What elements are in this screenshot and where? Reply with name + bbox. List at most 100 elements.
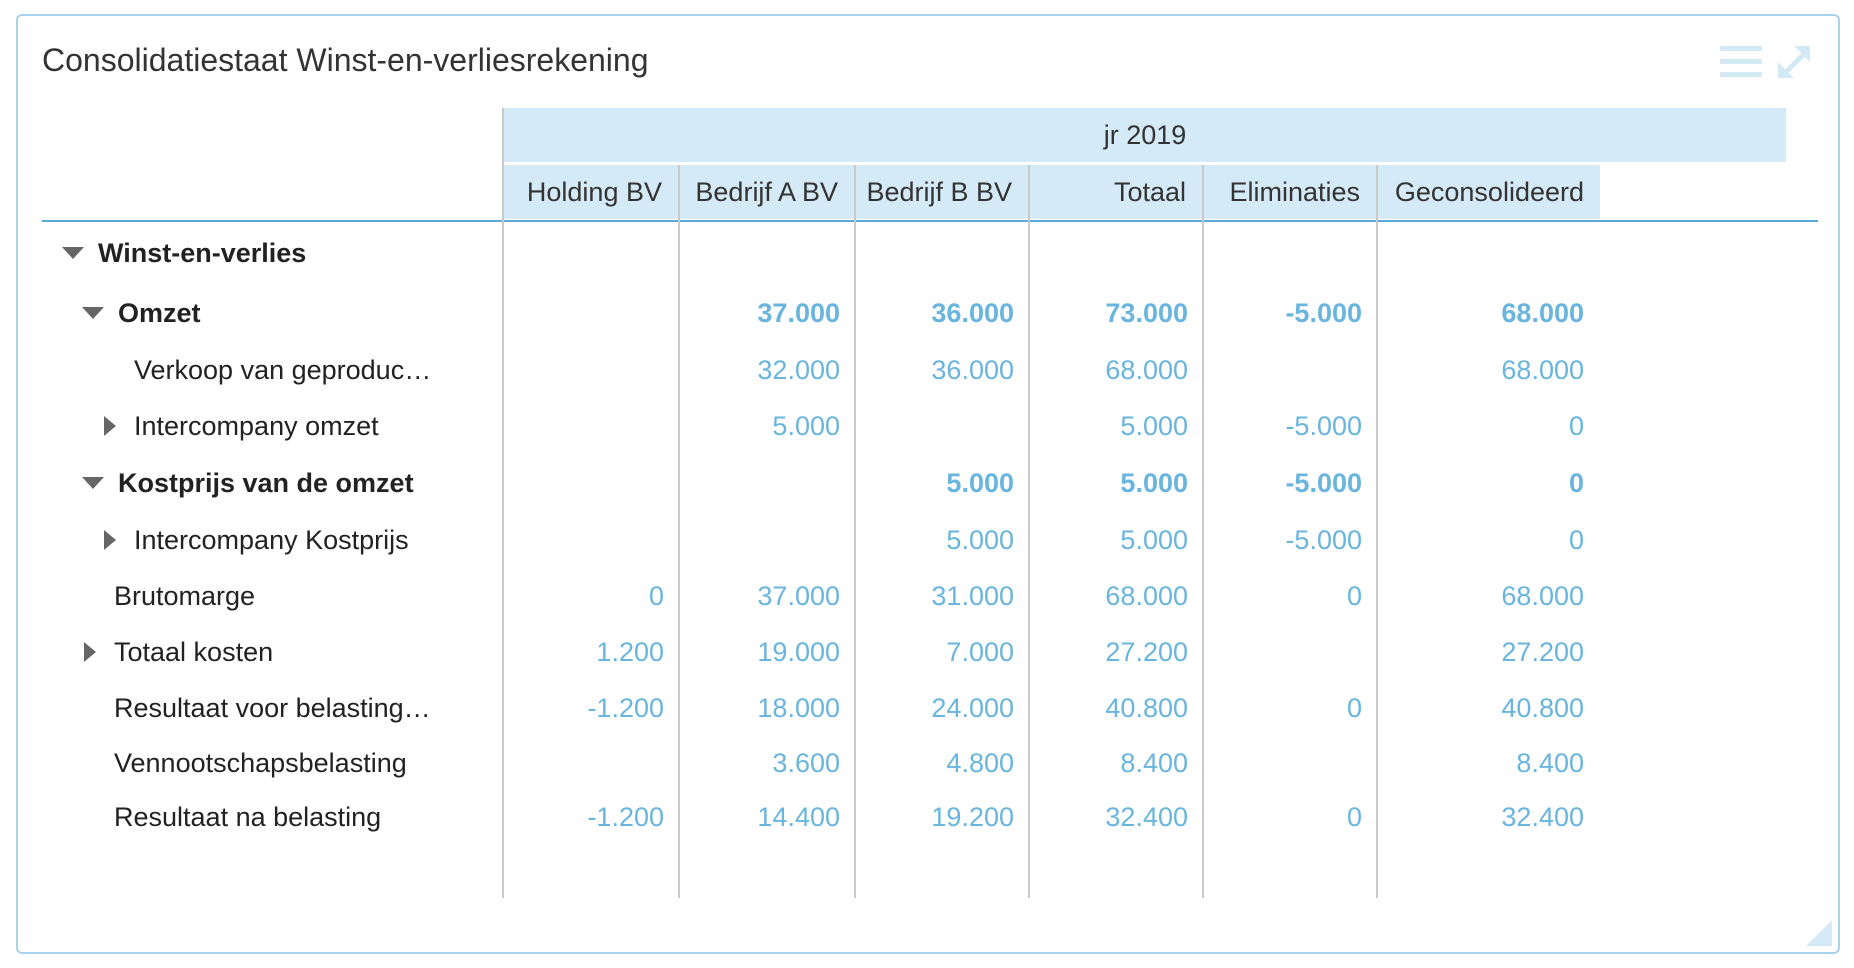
table-cell[interactable]: 37.000 [757, 580, 840, 611]
table-cell[interactable]: 8.400 [1516, 747, 1584, 778]
table-cell[interactable]: 27.200 [1501, 636, 1584, 667]
table-cell[interactable]: 32.000 [757, 354, 840, 385]
table-cell[interactable]: 14.400 [757, 801, 840, 832]
table-cell[interactable]: 5.000 [946, 467, 1014, 498]
column-divider [1028, 165, 1030, 898]
table-cell[interactable]: 5.000 [946, 524, 1014, 555]
table-cell[interactable]: 1.200 [596, 636, 664, 667]
table-cell[interactable] [1204, 736, 1378, 790]
table-cell[interactable]: 27.200 [1105, 636, 1188, 667]
column-header-eliminaties[interactable]: Eliminaties [1204, 165, 1378, 219]
row-label: Brutomarge [114, 568, 255, 624]
table-cell[interactable]: 40.800 [1105, 692, 1188, 723]
table-cell[interactable] [504, 222, 680, 284]
table-cell[interactable]: 0 [1568, 524, 1584, 555]
table-row[interactable]: Intercompany Kostprijs 5.000 5.000 -5.000 0 [42, 512, 1818, 568]
row-label: Intercompany omzet [104, 398, 379, 454]
table-cell[interactable]: 32.400 [1501, 801, 1584, 832]
table-cell[interactable]: 68.000 [1501, 297, 1584, 328]
column-header-bedrijf-a[interactable]: Bedrijf A BV [680, 165, 856, 219]
table-cell[interactable]: -1.200 [587, 801, 664, 832]
table-cell[interactable]: 0 [1568, 467, 1584, 498]
table-cell[interactable] [680, 454, 856, 512]
table-row[interactable]: Intercompany omzet 5.000 5.000 -5.000 0 [42, 398, 1818, 454]
header-divider [42, 220, 1818, 222]
table-cell[interactable]: 24.000 [931, 692, 1014, 723]
table-row[interactable]: Omzet 37.000 36.000 73.000 -5.000 68.000 [42, 284, 1818, 342]
table-cell[interactable]: -5.000 [1285, 297, 1362, 328]
table-row[interactable]: Kostprijs van de omzet 5.000 5.000 -5.000 0 [42, 454, 1818, 512]
table-cell[interactable]: 5.000 [1120, 410, 1188, 441]
table-cell[interactable]: 68.000 [1105, 580, 1188, 611]
table-cell[interactable]: 7.000 [946, 636, 1014, 667]
table-cell[interactable]: 40.800 [1501, 692, 1584, 723]
table-row[interactable]: Resultaat voor belasting… -1.200 18.000 24.… [42, 680, 1818, 736]
table-row[interactable]: Resultaat na belasting -1.200 14.400 19.200… [42, 790, 1818, 844]
expand-arrows-icon[interactable] [1772, 40, 1818, 86]
table-row[interactable]: Totaal kosten 1.200 19.000 7.000 27.200 27.20… [42, 624, 1818, 680]
row-label: Verkoop van geproduc… [134, 342, 431, 398]
table-cell[interactable] [504, 454, 680, 512]
table-row[interactable]: Winst-en-verlies [42, 222, 1818, 284]
table-cell[interactable]: 36.000 [931, 354, 1014, 385]
table-cell[interactable]: 19.200 [931, 801, 1014, 832]
column-header-holding[interactable]: Holding BV [504, 165, 680, 219]
table-cell[interactable]: 3.600 [772, 747, 840, 778]
table-cell[interactable] [504, 342, 680, 398]
table-cell[interactable] [504, 736, 680, 790]
table-cell[interactable]: 68.000 [1501, 354, 1584, 385]
table-cell[interactable] [504, 398, 680, 454]
table-row[interactable]: Vennootschapsbelasting 3.600 4.800 8.400 8.4… [42, 736, 1818, 790]
table-cell[interactable]: -5.000 [1285, 524, 1362, 555]
table-cell[interactable] [680, 222, 856, 284]
table-row[interactable]: Verkoop van geproduc… 32.000 36.000 68.000 6… [42, 342, 1818, 398]
table-cell[interactable]: 73.000 [1105, 297, 1188, 328]
table-cell[interactable]: -1.200 [587, 692, 664, 723]
collapse-triangle-icon[interactable] [62, 247, 84, 259]
table-cell[interactable]: 0 [1568, 410, 1584, 441]
table-cell[interactable]: 32.400 [1105, 801, 1188, 832]
table-cell[interactable] [856, 398, 1030, 454]
table-cell[interactable]: 31.000 [931, 580, 1014, 611]
table-cell[interactable] [680, 512, 856, 568]
table-cell[interactable]: 5.000 [772, 410, 840, 441]
table-cell[interactable] [504, 512, 680, 568]
table-cell[interactable] [856, 222, 1030, 284]
table-cell[interactable]: 36.000 [931, 297, 1014, 328]
expand-triangle-icon[interactable] [104, 416, 116, 436]
collapse-triangle-icon[interactable] [82, 307, 104, 319]
table-cell[interactable] [1204, 222, 1378, 284]
expand-triangle-icon[interactable] [104, 530, 116, 550]
table-cell[interactable]: 5.000 [1120, 467, 1188, 498]
table-cell[interactable] [504, 284, 680, 342]
column-header-bedrijf-b[interactable]: Bedrijf B BV [856, 165, 1030, 219]
table-cell[interactable]: 18.000 [757, 692, 840, 723]
collapse-triangle-icon[interactable] [82, 477, 104, 489]
table-cell[interactable] [1030, 222, 1204, 284]
table-cell[interactable]: 37.000 [757, 297, 840, 328]
row-label: Totaal kosten [84, 624, 273, 680]
table-cell[interactable]: 4.800 [946, 747, 1014, 778]
table-cell[interactable] [1378, 222, 1600, 284]
table-cell[interactable]: 0 [1346, 801, 1362, 832]
table-cell[interactable] [1204, 342, 1378, 398]
expand-triangle-icon[interactable] [84, 642, 96, 662]
table-cell[interactable]: 5.000 [1120, 524, 1188, 555]
table-cell[interactable]: 19.000 [757, 636, 840, 667]
resize-grip-icon[interactable] [1806, 920, 1832, 946]
row-label-text: Omzet [118, 297, 201, 328]
column-header-totaal[interactable]: Totaal [1030, 165, 1204, 219]
table-cell[interactable]: -5.000 [1285, 410, 1362, 441]
table-cell[interactable]: 68.000 [1105, 354, 1188, 385]
column-headers: Holding BV Bedrijf A BV Bedrijf B BV Tot… [504, 165, 1786, 219]
table-row[interactable]: Brutomarge 0 37.000 31.000 68.000 0 68.000 [42, 568, 1818, 624]
hamburger-menu-icon[interactable] [1720, 44, 1762, 80]
table-cell[interactable]: -5.000 [1285, 467, 1362, 498]
table-cell[interactable]: 8.400 [1120, 747, 1188, 778]
table-cell[interactable] [1204, 624, 1378, 680]
table-cell[interactable]: 68.000 [1501, 580, 1584, 611]
table-cell[interactable]: 0 [648, 580, 664, 611]
column-header-geconsolideerd[interactable]: Geconsolideerd [1378, 165, 1600, 219]
table-cell[interactable]: 0 [1346, 580, 1362, 611]
table-cell[interactable]: 0 [1346, 692, 1362, 723]
